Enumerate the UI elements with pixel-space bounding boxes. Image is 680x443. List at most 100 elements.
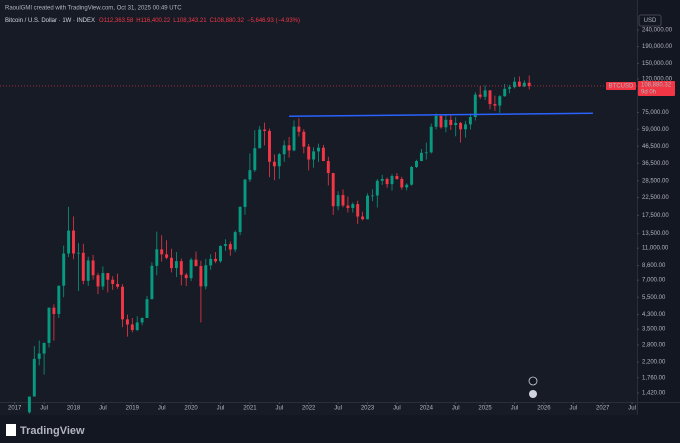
currency-box[interactable] [638,14,662,27]
y-tick-label: 22,500.00 [642,195,669,201]
brand: TradingView [20,425,85,437]
candle-body [268,130,271,162]
y-tick-label: 59,000.00 [642,127,669,133]
candle-body [135,322,139,330]
candle-body [370,195,374,197]
y-tick-label: 28,500.00 [642,178,669,184]
candle-body [150,265,154,300]
y-tick-label: 75,000.00 [642,110,669,116]
candle-body [508,87,512,89]
event-icon[interactable] [528,376,538,386]
candle-body [214,258,218,262]
chart-subtitle: RaoulGMI created with TradingView.com, O… [5,6,182,12]
candle-body [277,154,281,167]
candle-body [258,129,262,149]
x-tick-label: Jul [99,406,107,412]
candle-body [86,260,90,281]
candle-body [228,244,232,250]
candle-body [444,119,448,128]
plot-area [0,0,637,415]
candle-body [27,396,31,413]
x-tick-label: 2021 [243,406,257,412]
legend-value: −5,646.93 (−4.93%) [247,18,300,24]
candle-body [170,257,173,269]
legend-value: O112,363.58 [99,18,134,24]
y-tick-label: 5,500.00 [642,295,666,301]
candle-body [165,254,169,258]
legend-value: H116,400.22 [136,18,171,24]
candle-body [287,145,291,151]
candle-body [331,173,335,207]
candle-body [238,206,242,233]
price-tag-countdown: 9d 0h [641,90,656,96]
candle-body [459,122,463,130]
candle-body [527,82,531,86]
candle-body [155,249,159,266]
candle-body [400,178,404,188]
x-tick-label: Jul [40,406,48,412]
x-tick-label: Jul [158,406,166,412]
trendline[interactable] [289,112,593,117]
candle-body [503,88,507,97]
candle-body [42,342,46,354]
candle-body [140,317,144,323]
symbol-tag [606,81,636,90]
candle-body [380,178,384,181]
candle-body [473,94,477,118]
y-tick-label: 36,500.00 [642,161,669,167]
candle-body [410,166,414,185]
y-tick-label: 46,500.00 [642,144,669,150]
candle-body [429,126,433,153]
candle-body [468,117,472,125]
candle-body [346,205,350,209]
candle-body [366,195,369,220]
candle-body [96,275,100,287]
price-tag-label: 108,880.32 [641,83,672,89]
x-tick-label: 2023 [361,406,375,412]
x-tick-label: Jul [511,406,519,412]
event-icon[interactable] [529,390,537,398]
currency-label[interactable]: USD [644,18,657,24]
y-tick-label: 17,500.00 [642,213,669,219]
x-tick-label: Jul [628,406,636,412]
candle-body [76,252,80,254]
y-tick-label: 120,000.00 [642,77,673,83]
x-tick-label: Jul [334,406,342,412]
y-tick-label: 7,000.00 [642,278,666,284]
candle-body [67,230,71,254]
candle-body [32,358,36,397]
candle-body [130,324,134,330]
candle-body [513,81,516,88]
candle-body [375,180,379,196]
x-tick-label: 2026 [537,406,551,412]
y-tick-label: 190,000.00 [642,44,673,50]
legend-value: C108,880.32 [210,18,245,24]
symbol-tag-label: BTCUSD [609,84,634,90]
candle-body [199,266,203,287]
candle-body [361,216,365,220]
candle-body [424,152,428,154]
candle-body [263,129,267,131]
candle-body [91,260,95,276]
candle-body [101,273,105,287]
candle-body [189,259,193,279]
candle-body [307,146,311,160]
y-tick-label: 3,500.00 [642,327,666,333]
y-tick-label: 13,500.00 [642,231,669,237]
candle-body [405,184,409,188]
x-tick-label: Jul [217,406,225,412]
candle-body [454,122,458,126]
candle-body [37,353,41,359]
candle-body [302,131,306,147]
candle-body [434,115,438,127]
candle-body [62,253,66,286]
y-tick-label: 1,760.00 [642,375,666,381]
candle-body [321,147,325,162]
x-tick-label: 2018 [67,406,81,412]
candle-body [106,273,110,280]
candle-body [317,147,320,152]
candle-body [243,179,247,207]
candle-body [282,145,286,155]
candle-body [312,151,316,160]
